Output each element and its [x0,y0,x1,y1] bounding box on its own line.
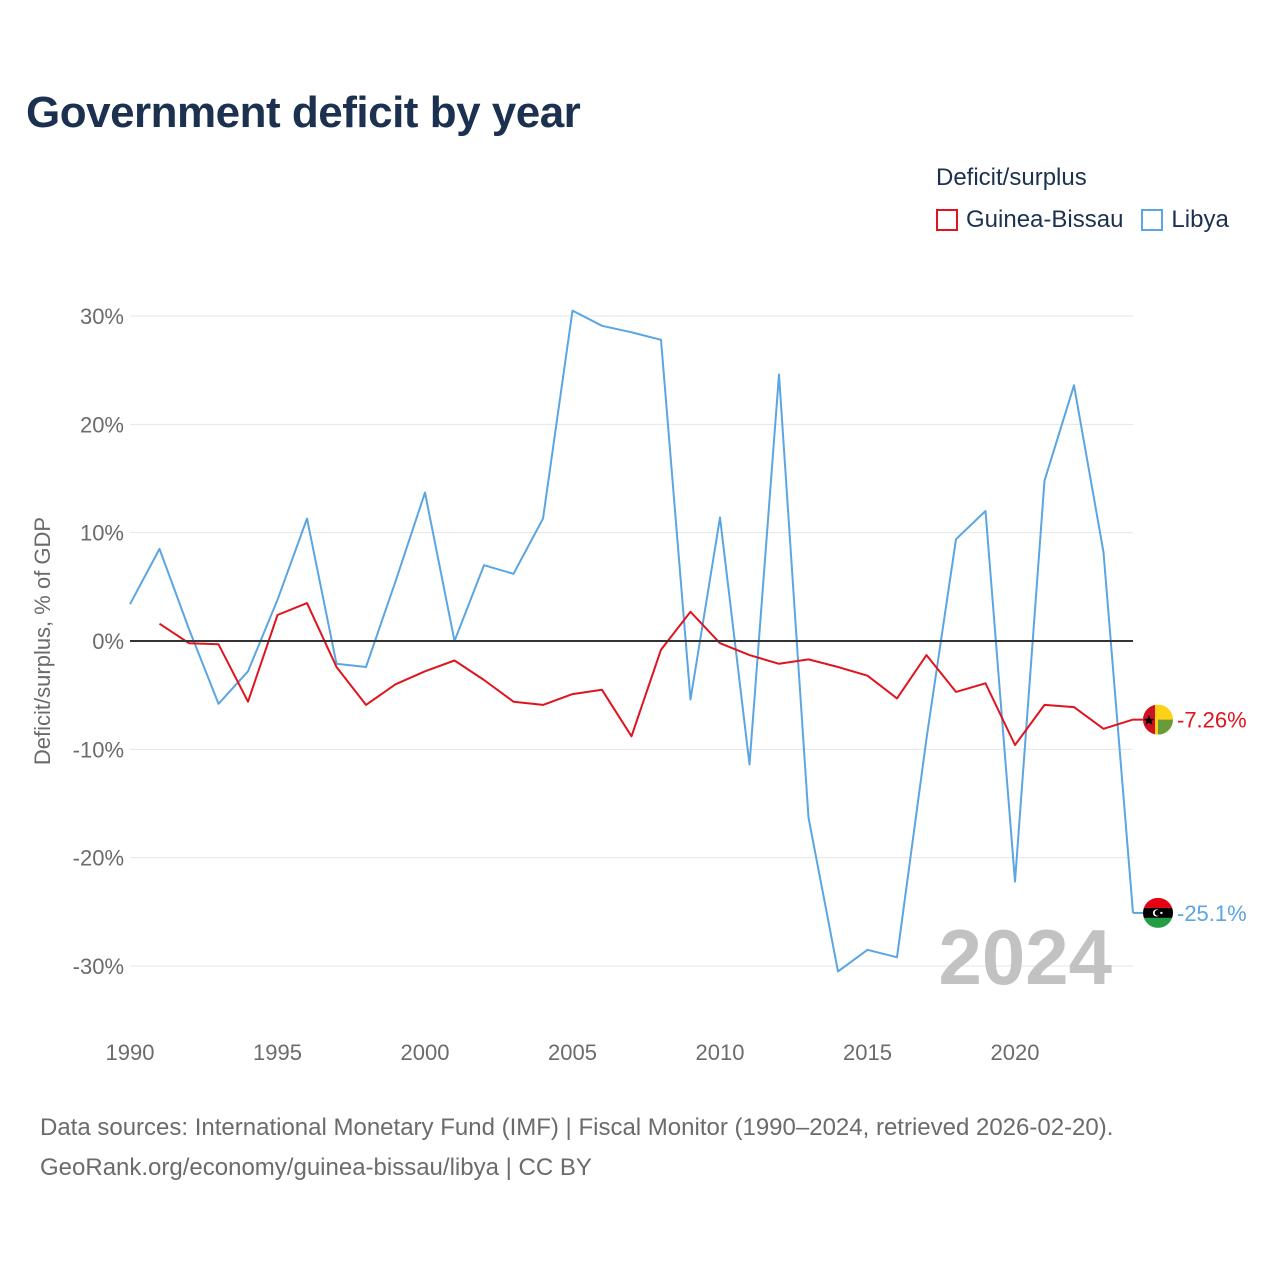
x-tick-label: 2010 [696,1040,745,1065]
flag-band [1143,917,1173,928]
flag-star [1160,911,1163,915]
y-tick-label: 20% [80,412,124,437]
guinea-bissau-flag-icon [1143,704,1173,735]
year-watermark: 2024 [938,913,1112,1001]
legend-item-guinea-bissau[interactable]: Guinea-Bissau [936,206,1123,234]
data-source-text: Data sources: International Monetary Fun… [40,1114,1114,1141]
legend: Guinea-Bissau Libya [936,206,1229,234]
end-value-label-libya: -25.1% [1177,901,1247,926]
footer: Data sources: International Monetary Fun… [40,1108,1113,1188]
y-tick-label: -20% [73,846,124,871]
x-tick-label: 1995 [253,1040,302,1065]
chart-title: Government deficit by year [26,88,581,137]
line-chart: 30% 20% 10% 0% -10% -20% -30% Deficit/surplus, … [30,304,1247,1065]
attribution-link[interactable]: GeoRank.org/economy/guinea-bissau/libya … [40,1154,592,1181]
legend-label-guinea-bissau: Guinea-Bissau [966,206,1124,233]
legend-title: Deficit/surplus [936,164,1087,191]
x-tick-label: 2020 [991,1040,1040,1065]
flag-band [1158,719,1173,735]
series-line-guinea-bissau [158,602,1134,746]
x-tick-label: 2005 [548,1040,597,1065]
x-tick-label: 2000 [401,1040,450,1065]
y-tick-label: 10% [80,521,124,546]
y-tick-label: -30% [73,954,124,979]
y-axis-label: Deficit/surplus, % of GDP [30,517,55,765]
flag-band [1143,897,1173,908]
y-tick-label: -10% [73,737,124,762]
x-tick-label: 1990 [106,1040,155,1065]
legend-item-libya[interactable]: Libya [1141,206,1229,234]
flag-crescent-cut [1154,909,1161,916]
legend-swatch-guinea-bissau [936,209,958,231]
y-tick-label: 0% [92,629,124,654]
x-tick-label: 2015 [843,1040,892,1065]
series-line-libya [129,309,1134,973]
y-tick-label: 30% [80,304,124,329]
end-value-label-guinea-bissau: -7.26% [1177,708,1247,733]
legend-swatch-libya [1141,209,1164,231]
legend-label-libya: Libya [1171,206,1229,233]
libya-flag-icon [1143,897,1173,928]
flag-star [1143,715,1155,725]
